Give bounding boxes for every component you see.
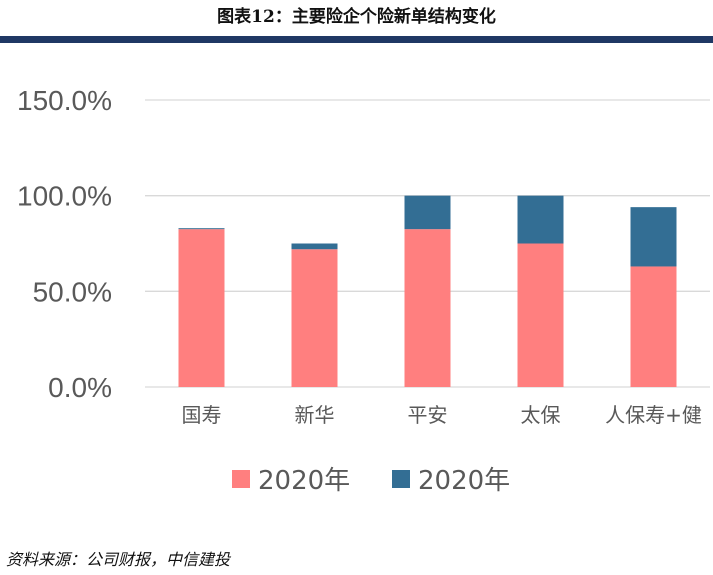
bar-1 bbox=[630, 266, 677, 387]
legend-label-1: 2020年 bbox=[258, 466, 350, 496]
chart-title: 图表12：主要险企个险新单结构变化 bbox=[217, 7, 496, 27]
stacked-bar-chart: 0.0% 50.0% 100.0% 150.0% 国寿 新华 平安 太保 人保寿+健 2020年 2… bbox=[17, 85, 710, 496]
x-tick-label: 人保寿+健 bbox=[605, 403, 702, 427]
bar-2 bbox=[291, 243, 338, 250]
x-tick-label: 平安 bbox=[408, 403, 448, 427]
y-tick-label: 100.0% bbox=[17, 181, 112, 212]
y-tick-label: 0.0% bbox=[48, 372, 112, 403]
legend-label-2: 2020年 bbox=[418, 466, 510, 496]
bar-1 bbox=[517, 243, 564, 387]
x-tick-label: 国寿 bbox=[182, 403, 222, 427]
legend-swatch-1 bbox=[232, 470, 250, 488]
bar-1 bbox=[291, 249, 338, 387]
bar-2 bbox=[630, 207, 677, 267]
legend-swatch-2 bbox=[392, 470, 410, 488]
source-note: 资料来源：公司财报，中信建投 bbox=[6, 550, 231, 569]
bar-1 bbox=[404, 229, 451, 387]
y-tick-label: 150.0% bbox=[17, 85, 112, 116]
x-tick-label: 太保 bbox=[521, 403, 561, 427]
title-divider bbox=[0, 36, 713, 43]
y-tick-label: 50.0% bbox=[33, 276, 112, 307]
bar-2 bbox=[178, 228, 225, 230]
bar-2 bbox=[404, 195, 451, 230]
bar-2 bbox=[517, 195, 564, 244]
bar-1 bbox=[178, 229, 225, 387]
x-tick-label: 新华 bbox=[295, 403, 335, 427]
